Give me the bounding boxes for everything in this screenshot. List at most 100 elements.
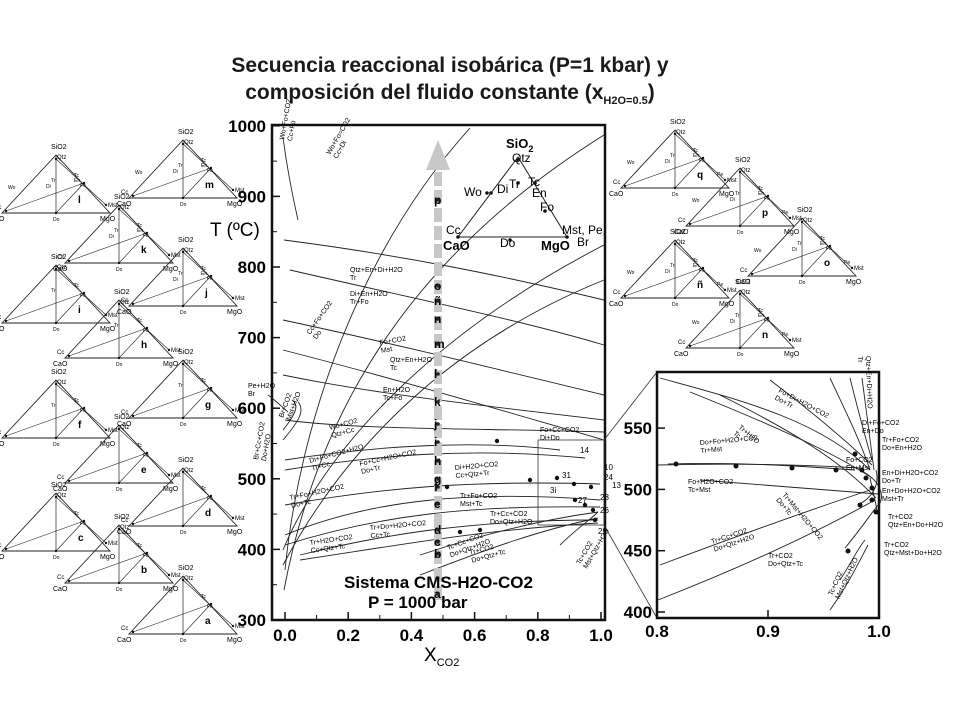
triangle-di-label: Di xyxy=(730,319,735,325)
triangle-apex-label: SiO2 xyxy=(51,144,67,151)
x-tick-label: 0.0 xyxy=(273,626,297,645)
triangle-mst-label: Mst xyxy=(235,408,245,414)
triangle-mgo-label: MgO xyxy=(227,201,243,208)
sequence-letter: i xyxy=(434,435,437,449)
zoom-reaction-label: Fo+CO2 En+Mst xyxy=(846,457,873,472)
zoom-reaction-label: Qtz+En+Di+H2OTr xyxy=(856,356,873,410)
zoom-axis-ticks: 0.8 0.9 1.0 400 450 500 550 xyxy=(624,419,891,641)
triangle-tr-label: Tr xyxy=(178,271,183,277)
triangle-di-label: Di xyxy=(665,159,670,165)
triangle-fo-label: Fo xyxy=(207,496,213,502)
zoom-reaction-label: Di+Fo+CO2 En+Do xyxy=(862,420,899,435)
triangle-tc-label: Tc xyxy=(758,308,764,314)
triangle-cao-label: CaO xyxy=(0,326,5,333)
triangle-apex-label: SiO2 xyxy=(797,207,813,214)
triangle-cc-label: Cc xyxy=(121,626,128,632)
triangle-mst-label: Mst xyxy=(108,313,118,319)
triangle-qtz-label: Qtz xyxy=(184,576,193,582)
triangle-di-label: Di xyxy=(730,197,735,203)
point-number: 14 xyxy=(580,446,589,455)
triangle-mst-label: Mst xyxy=(235,624,245,630)
triangle-mgo-label: MgO xyxy=(100,441,116,448)
triangle-qtz-label: Qtz xyxy=(184,140,193,146)
triangle-qtz-label: Qtz xyxy=(184,360,193,366)
triangle-cc-label: Cc xyxy=(121,190,128,196)
reaction-curve xyxy=(559,511,599,546)
triangle-mst-label: Mst xyxy=(171,473,181,479)
triangle-letter: o xyxy=(824,258,830,269)
zoom-reaction-curve xyxy=(659,377,871,471)
reaction-label: Di+En+H2O Tr+Fo xyxy=(350,291,388,306)
invariant-point xyxy=(572,497,578,503)
triangle-cao-label: CaO xyxy=(117,309,132,316)
zoom-connector-top xyxy=(603,371,658,441)
triangle-mgo-label: MgO xyxy=(163,361,179,368)
triangle-mst-label: Mst xyxy=(727,288,737,294)
invariant-point xyxy=(527,477,533,483)
inset-composition-triangle: SiO2 Qtz Wo Di Tr Tc En Fo Cc Do Mst, Pe… xyxy=(443,136,606,253)
triangle-do-label: Do xyxy=(672,302,679,308)
triangle-qtz-label: Qtz xyxy=(803,218,812,224)
triangle-apex-label: SiO2 xyxy=(178,129,194,136)
triangle-tr-label: Tr xyxy=(797,241,802,247)
inset-en: En xyxy=(532,186,547,200)
x-tick-label: 0.2 xyxy=(336,626,360,645)
zoom-region-box xyxy=(537,439,605,526)
triangle-do-label: Do xyxy=(53,327,60,333)
triangle-wo-label: Wo xyxy=(627,160,635,166)
triangle-tr-label: Tr xyxy=(114,323,119,329)
triangle-en-label: En xyxy=(758,191,764,197)
triangle-wo-label: Wo xyxy=(135,170,143,176)
point-number: 10 xyxy=(604,463,613,472)
reaction-curve xyxy=(283,134,605,591)
invariant-point xyxy=(494,438,500,444)
triangle-mgo-label: MgO xyxy=(163,486,179,493)
triangle-mgo-label: MgO xyxy=(163,586,179,593)
invariant-point xyxy=(554,475,560,481)
zoom-y-tick-label: 500 xyxy=(624,480,652,499)
triangle-letter: k xyxy=(141,245,147,256)
reaction-label: Di+H2O+CO2Cc+Qtz+Tr xyxy=(455,461,500,480)
triangle-qtz-label: Qtz xyxy=(120,525,129,531)
triangle-cc-label: Cc xyxy=(740,268,747,274)
zoom-reaction-label: Tr+Fo+CO2 Do+En+H2O xyxy=(882,437,923,452)
triangle-do-label: Do xyxy=(116,587,123,593)
triangle-letter: m xyxy=(205,180,214,191)
triangle-qtz-label: Qtz xyxy=(57,155,66,161)
system-label-1: Sistema CMS-H2O-CO2 xyxy=(344,573,533,592)
reaction-curve xyxy=(282,319,605,396)
triangle-fo-label: Fo xyxy=(143,553,149,559)
zoom-reaction-curve xyxy=(844,504,879,549)
title-line-1: Secuencia reaccional isobárica (P=1 kbar… xyxy=(231,54,669,77)
zoom-reaction-curve xyxy=(849,377,873,461)
triangle-cao-label: CaO xyxy=(117,201,132,208)
triangle-qtz-label: Qtz xyxy=(184,468,193,474)
triangle-letter: ñ xyxy=(697,280,703,291)
triangle-en-label: En xyxy=(74,178,80,184)
triangle-apex-label: SiO2 xyxy=(178,565,194,572)
triangle-qtz-label: Qtz xyxy=(676,240,685,246)
triangle-en-label: En xyxy=(201,271,207,277)
y-tick-label: 1000 xyxy=(228,117,266,136)
triangle-tr-label: Tr xyxy=(51,288,56,294)
triangle-do-label: Do xyxy=(737,230,744,236)
triangle-tc-label: Tc xyxy=(74,511,80,517)
reaction-curve xyxy=(282,399,297,431)
reaction-curve xyxy=(282,349,605,441)
triangle-wo-label: Wo xyxy=(754,248,762,254)
zoom-reaction-curve xyxy=(769,379,873,466)
triangle-wo-label: Wo xyxy=(692,320,700,326)
triangle-cao-label: CaO xyxy=(736,279,751,286)
triangle-mgo-label: MgO xyxy=(846,279,862,286)
triangle-cao-label: CaO xyxy=(53,586,68,593)
zoom-x-tick-label: 0.8 xyxy=(645,622,669,641)
triangle-apex-label: SiO2 xyxy=(114,289,130,296)
inset-cc: Cc xyxy=(446,223,461,237)
